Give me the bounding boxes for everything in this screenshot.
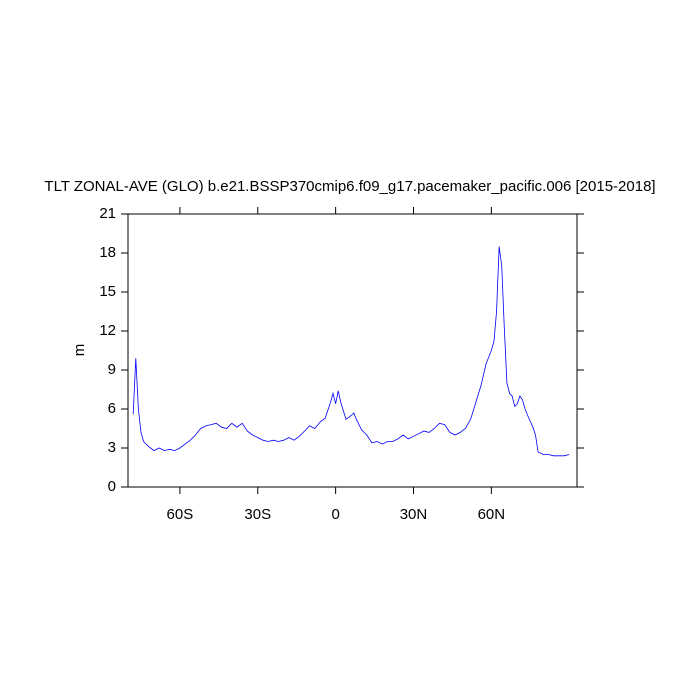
x-tick-label: 0 [331, 506, 339, 523]
x-tick-label: 30N [400, 506, 428, 523]
x-tick-label: 30S [244, 506, 271, 523]
y-tick-label: 9 [108, 361, 116, 378]
y-tick-label: 0 [108, 478, 116, 495]
plot-frame [127, 213, 578, 488]
x-tick-label: 60N [478, 506, 506, 523]
y-tick-label: 6 [108, 400, 116, 417]
y-tick-label: 18 [99, 244, 116, 261]
x-tick-label: 60S [167, 506, 194, 523]
y-tick-label: 3 [108, 439, 116, 456]
y-tick-label: 12 [99, 322, 116, 339]
y-tick-label: 15 [99, 283, 116, 300]
y-axis-label: m [71, 344, 88, 357]
chart-title: TLT ZONAL-AVE (GLO) b.e21.BSSP370cmip6.f… [44, 178, 655, 195]
data-line [132, 246, 570, 457]
y-tick-label: 21 [99, 205, 116, 222]
